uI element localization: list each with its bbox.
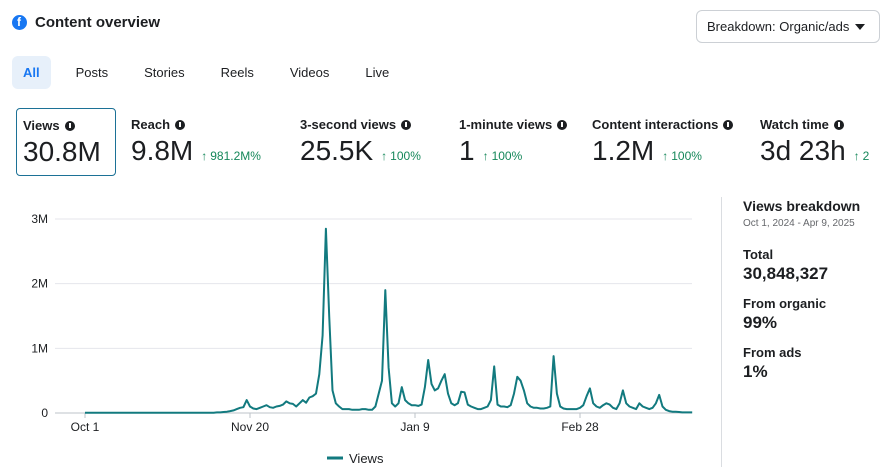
x-tick-label: Nov 20 <box>231 420 269 434</box>
series-line-views <box>85 227 693 414</box>
info-icon[interactable] <box>723 119 734 130</box>
breakdown-dropdown[interactable]: Breakdown: Organic/ads <box>696 10 880 43</box>
arrow-up-icon: ↑ <box>381 149 388 163</box>
arrow-up-icon: ↑ <box>201 149 208 163</box>
ads-value: 1% <box>743 362 768 381</box>
total-block: Total 30,848,327 <box>743 247 891 284</box>
total-value: 30,848,327 <box>743 264 829 283</box>
ads-label: From ads <box>743 345 802 360</box>
metric-value: 3d 23h <box>760 135 846 166</box>
metric-card-3-second-views[interactable]: 3-second views 25.5K ↑ 100% <box>294 108 449 176</box>
breakdown-title: Views breakdown <box>743 198 861 214</box>
ads-block: From ads 1% <box>743 345 891 382</box>
metric-label: 3-second views <box>300 117 397 132</box>
tab-videos[interactable]: Videos <box>289 65 330 80</box>
page-title: Content overview <box>35 14 161 31</box>
tab-live[interactable]: Live <box>365 65 390 80</box>
content-tabs: All Posts Stories Reels Videos Live <box>12 56 414 89</box>
tab-all[interactable]: All <box>12 56 51 89</box>
caret-down-icon <box>855 24 865 30</box>
date-range: Oct 1, 2024 - Apr 9, 2025 <box>743 218 855 229</box>
facebook-logo-icon: f <box>12 15 27 30</box>
metric-change: ↑ 100% <box>381 149 421 163</box>
x-tick-label: Feb 28 <box>561 420 599 434</box>
info-icon[interactable] <box>64 120 75 131</box>
metric-value: 9.8M <box>131 135 194 166</box>
arrow-up-icon: ↑ <box>482 149 489 163</box>
views-line-chart[interactable]: 0 1M 2M 3M Oct 1 Nov 20 Jan 9 Feb 28 Views <box>0 196 720 475</box>
metric-value: 30.8M <box>23 136 101 167</box>
info-icon[interactable] <box>557 119 568 130</box>
total-label: Total <box>743 247 774 262</box>
metric-card-content-interactions[interactable]: Content interactions 1.2M ↑ 100% <box>586 108 756 176</box>
page-header: f Content overview <box>12 14 160 31</box>
info-icon[interactable] <box>833 119 844 130</box>
y-tick-label: 0 <box>41 406 48 420</box>
legend-label: Views <box>349 451 384 466</box>
info-icon[interactable] <box>401 119 412 130</box>
divider <box>721 197 722 467</box>
metric-card-reach[interactable]: Reach 9.8M ↑ 981.2M% <box>125 108 290 176</box>
y-tick-label: 3M <box>31 212 48 226</box>
x-tick-label: Jan 9 <box>400 420 430 434</box>
metric-label: 1-minute views <box>459 117 553 132</box>
metric-card-1-minute-views[interactable]: 1-minute views 1 ↑ 100% <box>453 108 583 176</box>
organic-value: 99% <box>743 313 778 332</box>
metric-label: Views <box>23 118 60 133</box>
y-tick-label: 1M <box>31 341 48 355</box>
arrow-up-icon: ↑ <box>853 149 860 163</box>
organic-block: From organic 99% <box>743 296 891 333</box>
tab-stories[interactable]: Stories <box>144 65 185 80</box>
x-tick-label: Oct 1 <box>71 420 100 434</box>
metric-value: 1.2M <box>592 135 655 166</box>
metrics-row: Views 30.8M Reach 9.8M ↑ 981.2M% 3-second … <box>16 108 891 176</box>
arrow-up-icon: ↑ <box>662 149 669 163</box>
metric-change: ↑ 2 <box>853 149 870 163</box>
y-tick-label: 2M <box>31 277 48 291</box>
metric-label: Reach <box>131 117 171 132</box>
metric-card-watch-time[interactable]: Watch time 3d 23h ↑ 2 <box>754 108 891 176</box>
tab-reels[interactable]: Reels <box>220 65 254 80</box>
metric-value: 25.5K <box>300 135 374 166</box>
views-breakdown-panel: Views breakdown Oct 1, 2024 - Apr 9, 202… <box>743 198 891 382</box>
metric-change: ↑ 981.2M% <box>201 149 261 163</box>
metric-card-views[interactable]: Views 30.8M <box>16 108 116 176</box>
breakdown-dropdown-label: Breakdown: Organic/ads <box>707 19 850 34</box>
organic-label: From organic <box>743 296 827 311</box>
metric-label: Watch time <box>760 117 829 132</box>
metric-change: ↑ 100% <box>482 149 523 163</box>
tab-posts[interactable]: Posts <box>75 65 109 80</box>
metric-label: Content interactions <box>592 117 719 132</box>
metric-change: ↑ 100% <box>662 149 702 163</box>
metric-value: 1 <box>459 135 475 166</box>
info-icon[interactable] <box>175 119 186 130</box>
